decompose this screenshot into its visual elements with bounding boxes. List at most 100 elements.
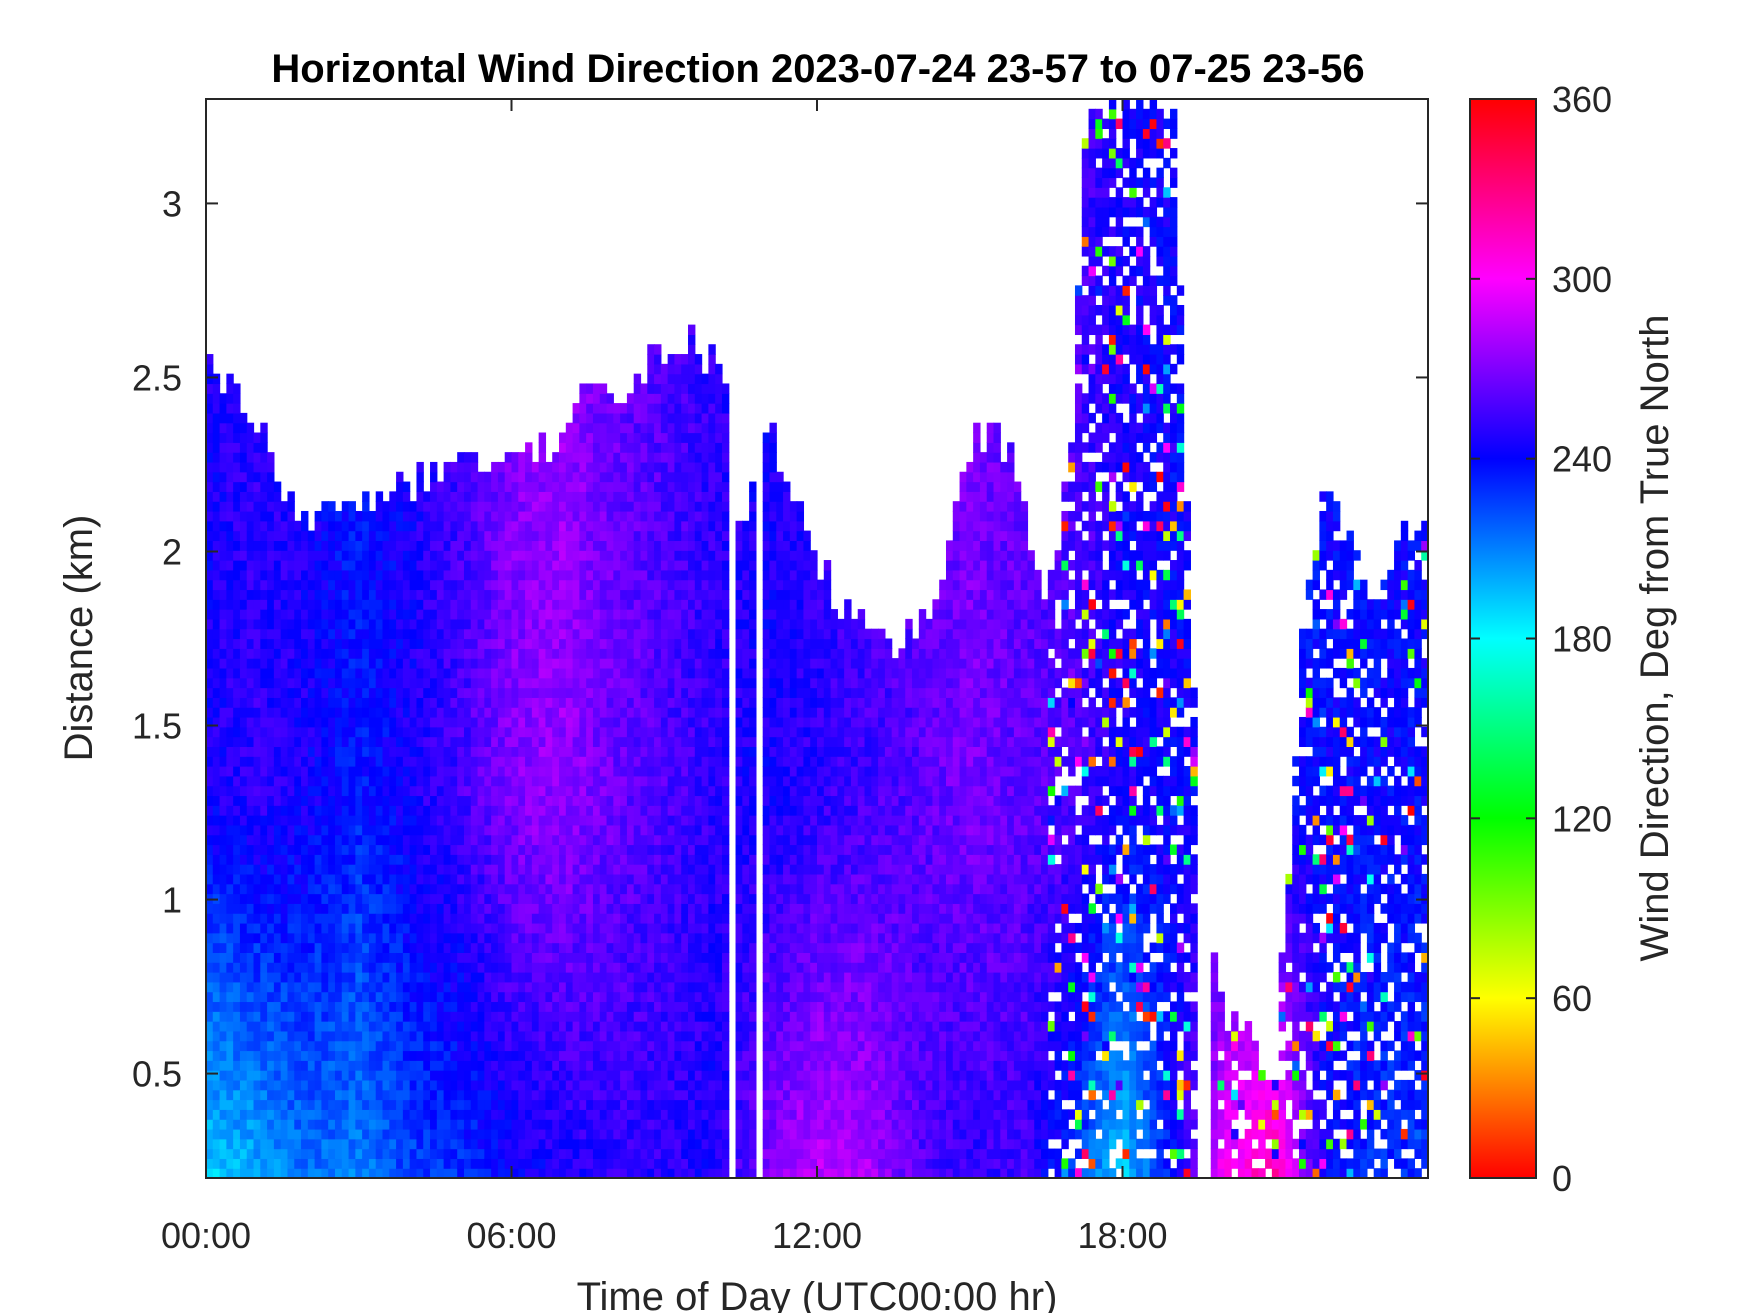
heatmap-cell xyxy=(538,530,547,542)
heatmap-cell xyxy=(559,589,567,600)
heatmap-cell xyxy=(565,962,574,973)
heatmap-cell xyxy=(518,716,526,728)
heatmap-cell xyxy=(334,1011,343,1022)
heatmap-cell xyxy=(586,550,594,561)
heatmap-cell xyxy=(267,1030,275,1042)
heatmap-cell xyxy=(450,913,458,924)
heatmap-cell xyxy=(280,1050,289,1061)
heatmap-cell xyxy=(538,913,547,924)
heatmap-cell xyxy=(239,1168,248,1178)
heatmap-cell xyxy=(484,1089,492,1101)
heatmap-cell xyxy=(334,677,343,689)
heatmap-cell xyxy=(511,1021,519,1032)
heatmap-cell xyxy=(206,766,214,777)
heatmap-cell xyxy=(341,1060,350,1071)
heatmap-cell xyxy=(633,540,642,551)
heatmap-cell xyxy=(592,677,601,689)
heatmap-cell xyxy=(463,540,472,551)
heatmap-cell xyxy=(355,667,363,679)
heatmap-cell xyxy=(260,560,268,571)
heatmap-cell xyxy=(660,1089,669,1101)
heatmap-cell xyxy=(328,1050,336,1061)
heatmap-cell xyxy=(559,844,567,855)
heatmap-cell xyxy=(565,864,574,875)
heatmap-cell xyxy=(552,628,560,640)
heatmap-cell xyxy=(423,942,431,953)
heatmap-cell xyxy=(423,824,431,836)
heatmap-cell xyxy=(599,677,608,689)
heatmap-cell xyxy=(334,864,343,875)
heatmap-cell xyxy=(226,913,234,924)
heatmap-cell xyxy=(301,775,309,787)
heatmap-cell xyxy=(206,942,214,953)
heatmap-cell xyxy=(606,628,614,640)
heatmap-cell xyxy=(599,609,608,620)
heatmap-cell xyxy=(511,932,519,944)
heatmap-cell xyxy=(273,1079,282,1091)
heatmap-cell xyxy=(307,530,316,542)
heatmap-cell xyxy=(314,893,323,904)
heatmap-cell xyxy=(552,795,560,806)
heatmap-cell xyxy=(219,609,227,620)
heatmap-cell xyxy=(525,864,533,875)
heatmap-cell xyxy=(606,1119,614,1130)
heatmap-cell xyxy=(511,1050,519,1061)
heatmap-cell xyxy=(267,697,275,708)
heatmap-cell xyxy=(484,481,492,492)
heatmap-cell xyxy=(314,805,323,816)
heatmap-cell xyxy=(375,1060,384,1071)
heatmap-cell xyxy=(620,991,628,1003)
heatmap-cell xyxy=(409,707,418,718)
heatmap-cell xyxy=(633,716,642,728)
heatmap-cell xyxy=(647,530,655,542)
heatmap-cell xyxy=(518,1099,526,1110)
heatmap-cell xyxy=(491,648,499,659)
heatmap-cell xyxy=(457,648,465,659)
heatmap-cell xyxy=(206,775,214,787)
heatmap-cell xyxy=(246,432,255,443)
heatmap-cell xyxy=(368,1070,377,1081)
heatmap-cell xyxy=(552,491,560,502)
heatmap-cell xyxy=(531,942,540,953)
heatmap-cell xyxy=(443,972,451,983)
heatmap-cell xyxy=(599,1011,608,1022)
heatmap-cell xyxy=(260,471,268,483)
heatmap-cell xyxy=(355,952,363,963)
heatmap-cell xyxy=(613,1079,621,1091)
heatmap-cell xyxy=(552,461,560,473)
heatmap-cell xyxy=(538,991,547,1003)
heatmap-cell xyxy=(443,1011,451,1022)
heatmap-cell xyxy=(613,569,621,581)
heatmap-cell xyxy=(620,854,628,865)
heatmap-cell xyxy=(212,648,221,659)
heatmap-cell xyxy=(626,491,635,502)
heatmap-cell xyxy=(633,756,642,767)
heatmap-cell xyxy=(545,599,553,610)
heatmap-cell xyxy=(402,520,411,532)
heatmap-cell xyxy=(321,638,329,649)
heatmap-cell xyxy=(294,1109,302,1120)
heatmap-cell xyxy=(206,510,214,522)
heatmap-cell xyxy=(301,697,309,708)
heatmap-cell xyxy=(368,883,377,895)
heatmap-cell xyxy=(586,1158,594,1169)
heatmap-cell xyxy=(382,569,390,581)
heatmap-cell xyxy=(470,471,479,483)
heatmap-cell xyxy=(416,922,424,934)
heatmap-cell xyxy=(253,432,261,443)
heatmap-cell xyxy=(334,707,343,718)
chart-title: Horizontal Wind Direction 2023-07-24 23-… xyxy=(271,47,1364,91)
heatmap-cell xyxy=(491,883,499,895)
heatmap-cell xyxy=(463,873,472,885)
heatmap-cell xyxy=(362,991,370,1003)
heatmap-cell xyxy=(416,785,424,797)
heatmap-cell xyxy=(518,972,526,983)
heatmap-cell xyxy=(423,628,431,640)
heatmap-cell xyxy=(362,981,370,993)
heatmap-cell xyxy=(559,775,567,787)
heatmap-cell xyxy=(620,560,628,571)
heatmap-cell xyxy=(633,815,642,826)
heatmap-cell xyxy=(586,775,594,787)
heatmap-cell xyxy=(457,952,465,963)
heatmap-cell xyxy=(647,1011,655,1022)
